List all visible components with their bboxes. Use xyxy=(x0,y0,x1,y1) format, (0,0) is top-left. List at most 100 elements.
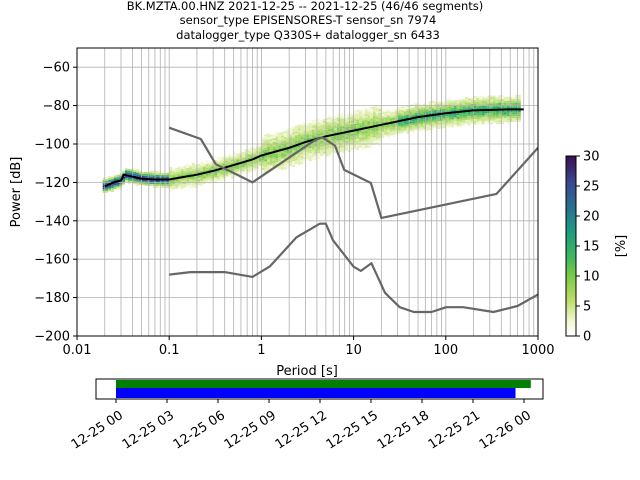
heatmap-cell xyxy=(166,176,170,179)
heatmap-cell xyxy=(487,122,491,125)
heatmap-cell xyxy=(322,130,326,133)
heatmap-cell xyxy=(308,136,312,139)
heatmap-cell xyxy=(395,124,399,127)
heatmap-cell xyxy=(504,110,507,113)
heatmap-cell xyxy=(487,111,491,113)
heatmap-cell xyxy=(465,112,468,115)
heatmap-cell xyxy=(278,159,282,162)
heatmap-cell xyxy=(339,119,343,122)
heatmap-cell xyxy=(378,141,382,144)
heatmap-cell xyxy=(222,163,226,166)
heatmap-cell xyxy=(297,136,301,139)
heatmap-cell xyxy=(428,108,432,111)
heatmap-cell xyxy=(442,108,446,111)
heatmap-cell xyxy=(448,110,452,113)
heatmap-cell xyxy=(403,107,407,110)
heatmap-cell xyxy=(359,120,362,123)
heatmap-cell xyxy=(492,118,496,121)
heatmap-cell xyxy=(492,116,496,119)
heatmap-cell xyxy=(133,179,137,182)
heatmap-cell xyxy=(467,108,471,111)
heatmap-cell xyxy=(295,139,298,141)
heatmap-cell xyxy=(370,137,374,140)
heatmap-cell xyxy=(283,154,287,157)
heatmap-cell xyxy=(317,157,321,159)
heatmap-cell xyxy=(203,162,206,165)
heatmap-cell xyxy=(345,119,348,122)
heatmap-cell xyxy=(409,121,413,124)
heatmap-cell xyxy=(295,127,298,130)
heatmap-cell xyxy=(367,144,371,146)
heatmap-cell xyxy=(509,106,513,109)
heatmap-cell xyxy=(398,129,401,132)
heatmap-cell xyxy=(297,147,301,150)
heatmap-cell xyxy=(219,177,223,180)
heatmap-cell xyxy=(426,124,429,127)
heatmap-cell xyxy=(361,118,365,121)
heatmap-cell xyxy=(353,146,357,149)
heatmap-cell xyxy=(498,118,502,121)
heatmap-cell xyxy=(515,95,518,97)
heatmap-cell xyxy=(467,123,471,126)
heatmap-cell xyxy=(515,110,518,113)
heatmap-cell xyxy=(417,129,421,132)
heatmap-cell xyxy=(492,97,496,100)
heatmap-cell xyxy=(236,157,240,160)
heatmap-cell xyxy=(442,110,446,113)
heatmap-cell xyxy=(242,152,245,154)
heatmap-cell xyxy=(370,141,374,144)
heatmap-cell xyxy=(342,149,346,152)
heatmap-cell xyxy=(509,110,513,113)
heatmap-cell xyxy=(395,122,399,125)
heatmap-cell xyxy=(473,99,477,102)
heatmap-cell xyxy=(116,174,120,177)
heatmap-cell xyxy=(113,185,117,188)
heatmap-cell xyxy=(272,163,276,165)
heatmap-cell xyxy=(359,140,362,142)
heatmap-cell xyxy=(387,120,390,123)
heatmap-cell xyxy=(127,172,131,175)
heatmap-cell xyxy=(311,156,315,159)
heatmap-cell xyxy=(186,169,190,172)
heatmap-cell xyxy=(367,121,371,123)
heatmap-cell xyxy=(431,120,435,122)
heatmap-cell xyxy=(186,173,190,176)
heatmap-cell xyxy=(289,164,293,167)
heatmap-cell xyxy=(289,144,293,147)
heatmap-cell xyxy=(253,169,256,172)
heatmap-cell xyxy=(133,168,137,171)
heatmap-cell xyxy=(420,112,424,114)
heatmap-cell xyxy=(308,155,312,158)
heatmap-cell xyxy=(373,110,376,113)
heatmap-cell xyxy=(492,120,496,123)
heatmap-cell xyxy=(426,105,429,108)
y-tick-label: −80 xyxy=(43,99,70,114)
heatmap-cell xyxy=(269,136,273,139)
heatmap-cell xyxy=(222,159,226,162)
heatmap-cell xyxy=(219,160,223,163)
heatmap-cell xyxy=(169,186,173,189)
heatmap-cell xyxy=(465,121,468,124)
heatmap-cell xyxy=(200,174,203,177)
heatmap-cell xyxy=(122,180,125,183)
heatmap-cell xyxy=(431,112,435,115)
heatmap-cell xyxy=(189,177,192,179)
heatmap-cell xyxy=(342,135,346,138)
heatmap-cell xyxy=(314,130,318,133)
heatmap-cell xyxy=(384,129,387,131)
heatmap-cell xyxy=(342,124,346,127)
heatmap-cell xyxy=(311,133,315,136)
heatmap-cell xyxy=(247,152,251,155)
heatmap-cell xyxy=(403,111,407,114)
heatmap-cell xyxy=(465,114,468,117)
heatmap-cell xyxy=(334,131,337,134)
heatmap-cell xyxy=(200,161,203,164)
heatmap-cell xyxy=(339,149,343,152)
heatmap-cell xyxy=(467,112,471,114)
heatmap-cell xyxy=(133,183,137,186)
heatmap-cell xyxy=(264,144,268,147)
heatmap-cell xyxy=(300,140,304,143)
heatmap-cell xyxy=(150,170,153,173)
heatmap-cell xyxy=(295,129,298,132)
heatmap-cell xyxy=(275,133,279,136)
